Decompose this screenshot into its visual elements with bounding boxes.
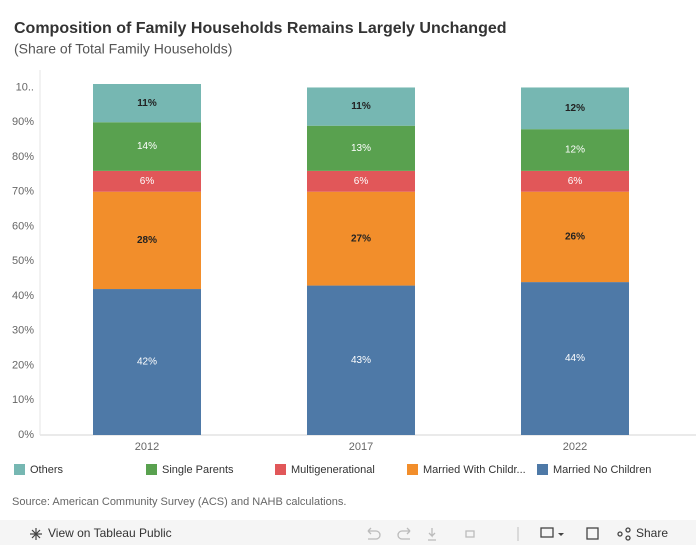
- value-label: 11%: [351, 101, 371, 112]
- bar-segment: [93, 289, 201, 435]
- revert-icon[interactable]: [428, 528, 436, 541]
- legend-swatch: [14, 464, 25, 475]
- bar-segment: [307, 191, 415, 286]
- value-label: 6%: [568, 176, 583, 187]
- legend-label: Married No Children: [553, 464, 651, 476]
- y-tick-label: 50%: [12, 255, 34, 267]
- value-label: 42%: [137, 357, 157, 368]
- bar-segment: [93, 122, 201, 171]
- pause-icon[interactable]: [465, 530, 475, 538]
- legend-label: Multigenerational: [291, 464, 375, 476]
- y-tick-label: 90%: [12, 116, 34, 128]
- undo-icon[interactable]: [367, 527, 381, 540]
- bar-segment: [307, 170, 415, 192]
- bar-segment: [307, 125, 415, 171]
- tableau-icon[interactable]: [30, 528, 42, 540]
- bar-segment: [521, 282, 629, 435]
- legend-label: Single Parents: [162, 464, 234, 476]
- value-label: 12%: [565, 103, 585, 114]
- value-label: 27%: [351, 233, 371, 244]
- y-tick-label: 30%: [12, 325, 34, 337]
- device-caret: [558, 533, 564, 536]
- x-tick-label: 2017: [349, 441, 373, 453]
- share-button[interactable]: Share: [636, 526, 668, 540]
- x-tick-label: 2012: [135, 441, 159, 453]
- bar-segment: [521, 191, 629, 283]
- toolbar: [0, 520, 696, 545]
- legend-label: Others: [30, 464, 64, 476]
- chart-title: Composition of Family Households Remains…: [14, 20, 507, 37]
- y-tick-label: 40%: [12, 290, 34, 302]
- bar-segment: [93, 191, 201, 290]
- toolbar-icons: [367, 527, 519, 541]
- bar-segment: [521, 87, 629, 130]
- value-label: 28%: [137, 235, 157, 246]
- value-label: 11%: [137, 98, 157, 109]
- y-tick-label: 80%: [12, 151, 34, 163]
- source-note: Source: American Community Survey (ACS) …: [12, 496, 346, 508]
- y-tick-label: 20%: [12, 359, 34, 371]
- bar-segment: [93, 84, 201, 123]
- legend-swatch: [537, 464, 548, 475]
- bar-segment: [521, 170, 629, 192]
- view-on-tableau[interactable]: View on Tableau Public: [48, 526, 172, 540]
- legend-swatch: [146, 464, 157, 475]
- bar-segment: [307, 285, 415, 435]
- y-tick-label: 70%: [12, 186, 34, 198]
- legend-swatch: [407, 464, 418, 475]
- share-icon[interactable]: [617, 531, 623, 537]
- bar-segment: [521, 129, 629, 171]
- y-tick-label: 0%: [18, 429, 34, 441]
- value-label: 44%: [565, 353, 585, 364]
- value-label: 26%: [565, 232, 585, 243]
- x-tick-label: 2022: [563, 441, 587, 453]
- legend-label: Married With Childr...: [423, 464, 526, 476]
- legend-swatch: [275, 464, 286, 475]
- value-label: 13%: [351, 143, 371, 154]
- y-tick-label: 10%: [12, 394, 34, 406]
- fullscreen-icon[interactable]: [586, 527, 599, 540]
- value-label: 6%: [354, 176, 369, 187]
- bar-segment: [307, 87, 415, 126]
- value-label: 43%: [351, 355, 371, 366]
- value-label: 14%: [137, 141, 157, 152]
- redo-icon[interactable]: [397, 527, 411, 540]
- bar-segment: [93, 170, 201, 192]
- device-icon[interactable]: [540, 527, 554, 538]
- chart-subtitle: (Share of Total Family Households): [14, 41, 232, 57]
- value-label: 6%: [140, 176, 155, 187]
- y-tick-label: 60%: [12, 220, 34, 232]
- value-label: 12%: [565, 145, 585, 156]
- y-tick-label: 10..: [16, 81, 34, 93]
